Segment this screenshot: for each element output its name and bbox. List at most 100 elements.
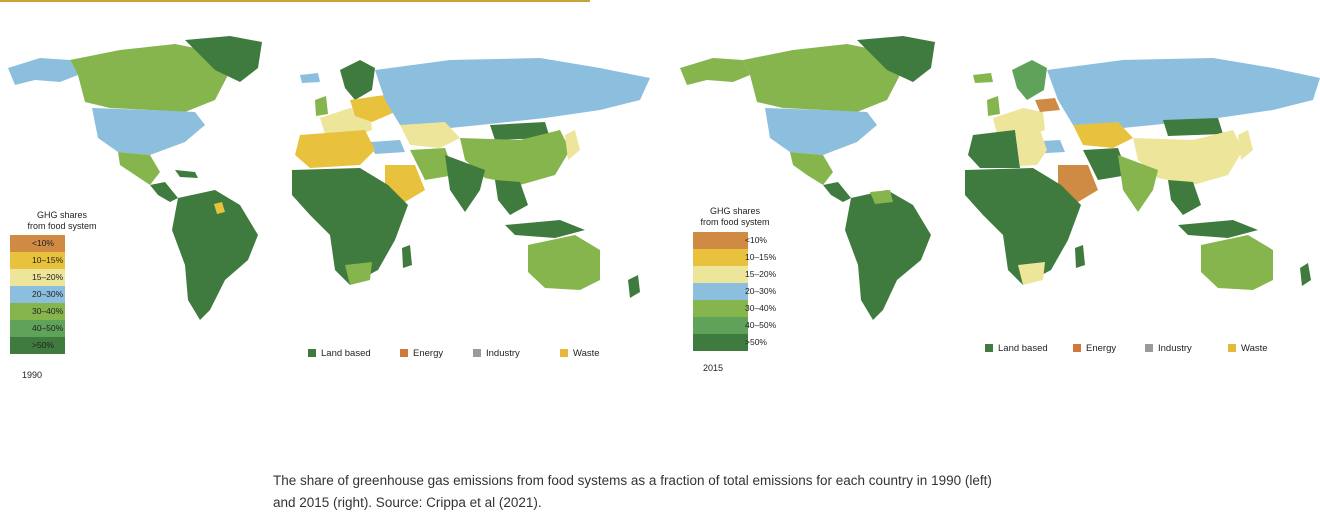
swatch-15-20 (693, 266, 748, 283)
region-japan (565, 130, 580, 160)
region-central-am (150, 182, 178, 202)
swatch-label-40-50: 40–50% (745, 320, 777, 330)
swatch-label-20-30: 20–30% (32, 289, 64, 299)
category-legend-1990: Land based Energy Industry Waste (308, 348, 638, 362)
region-iran (1083, 148, 1128, 180)
region-indonesia (1178, 220, 1258, 238)
land-based-swatch (985, 344, 993, 352)
region-uk (315, 96, 328, 116)
region-se-asia (1168, 180, 1201, 215)
map-panel-1990: GHG shares from food system <10% 10–15% … (0, 30, 655, 390)
legend-item-energy: Energy (1073, 343, 1116, 354)
swatch-label-lt10: <10% (32, 238, 54, 248)
region-mongolia (1163, 118, 1223, 136)
swatch-15-20 (10, 269, 65, 286)
region-russia (1047, 58, 1320, 130)
swatch-label-40-50: 40–50% (32, 323, 64, 333)
region-africa (965, 168, 1081, 285)
swatch-lt10 (693, 232, 748, 249)
region-indonesia (505, 220, 585, 238)
region-iceland (300, 73, 320, 83)
region-scandinavia (1012, 60, 1047, 100)
swatch-label-10-15: 10–15% (32, 255, 64, 265)
region-japan (1238, 130, 1253, 160)
region-australia (528, 235, 600, 290)
swatch-label-15-20: 15–20% (32, 272, 64, 282)
figure-caption: The share of greenhouse gas emissions fr… (273, 470, 1053, 514)
region-south-africa (1018, 262, 1045, 285)
region-china (1133, 130, 1243, 185)
swatch-20-30 (693, 283, 748, 300)
region-india (445, 155, 485, 212)
industry-swatch (473, 349, 481, 357)
region-alaska (8, 58, 78, 85)
industry-swatch (1145, 344, 1153, 352)
region-new-zealand (1300, 263, 1311, 286)
region-kazakh (1073, 122, 1133, 148)
region-mexico (790, 152, 833, 185)
swatch-label-20-30: 20–30% (745, 286, 777, 296)
year-label-1990: 1990 (22, 370, 43, 380)
swatch-lt10 (10, 235, 65, 252)
swatch-40-50 (10, 320, 65, 337)
region-greenland (857, 36, 935, 82)
scale-title-2015: GHG shares from food system (700, 206, 770, 227)
scale-title-1990: GHG shares from food system (27, 210, 97, 231)
swatch-label-30-40: 30–40% (32, 306, 64, 316)
region-usa (765, 108, 877, 155)
region-south-america (845, 190, 931, 320)
region-central-am (823, 182, 851, 202)
region-caribbean (175, 170, 198, 178)
swatch-label-lt10: <10% (745, 235, 767, 245)
region-africa (292, 168, 408, 285)
region-new-zealand (628, 275, 640, 298)
category-legend-2015: Land based Energy Industry Waste (985, 343, 1285, 357)
region-venezuela (870, 190, 893, 204)
swatch-10-15 (693, 249, 748, 266)
region-russia (375, 58, 650, 130)
world-map-1990 (8, 36, 650, 320)
swatch-label-10-15: 10–15% (745, 252, 777, 262)
legend-item-energy: Energy (400, 348, 443, 359)
region-north-africa (968, 130, 1020, 168)
swatch-20-30 (10, 286, 65, 303)
region-south-africa (345, 262, 372, 285)
world-map-2015 (680, 36, 1320, 320)
year-label-2015: 2015 (703, 363, 724, 373)
swatch-label-gt50: >50% (745, 337, 767, 347)
region-greenland (185, 36, 262, 82)
region-turkey (370, 140, 405, 154)
region-madagascar (402, 245, 412, 268)
region-china (460, 130, 570, 185)
legend-item-land-based: Land based (985, 343, 1048, 354)
region-mongolia (490, 122, 550, 140)
swatch-10-15 (10, 252, 65, 269)
legend-item-waste: Waste (560, 348, 600, 359)
region-usa (92, 108, 205, 155)
legend-item-land-based: Land based (308, 348, 371, 359)
region-europe-east (1035, 98, 1060, 112)
swatch-30-40 (10, 303, 65, 320)
region-libya (1015, 130, 1047, 166)
swatch-label-30-40: 30–40% (745, 303, 777, 313)
waste-swatch (560, 349, 568, 357)
region-guyana (214, 202, 225, 214)
top-accent-line (0, 0, 590, 2)
region-north-africa (295, 130, 375, 168)
region-australia (1201, 235, 1273, 290)
region-canada (743, 44, 900, 112)
caption-line-2: and 2015 (right). Source: Crippa et al (… (273, 495, 542, 510)
swatch-40-50 (693, 317, 748, 334)
waste-swatch (1228, 344, 1236, 352)
region-iran (410, 148, 455, 180)
region-india (1118, 155, 1158, 212)
region-scandinavia (340, 60, 375, 100)
legend-item-waste: Waste (1228, 343, 1268, 354)
land-based-swatch (308, 349, 316, 357)
swatch-30-40 (693, 300, 748, 317)
region-europe-east (350, 95, 395, 122)
region-madagascar (1075, 245, 1085, 268)
region-alaska (680, 58, 750, 85)
swatch-label-gt50: >50% (32, 340, 54, 350)
legend-item-industry: Industry (1145, 343, 1192, 354)
